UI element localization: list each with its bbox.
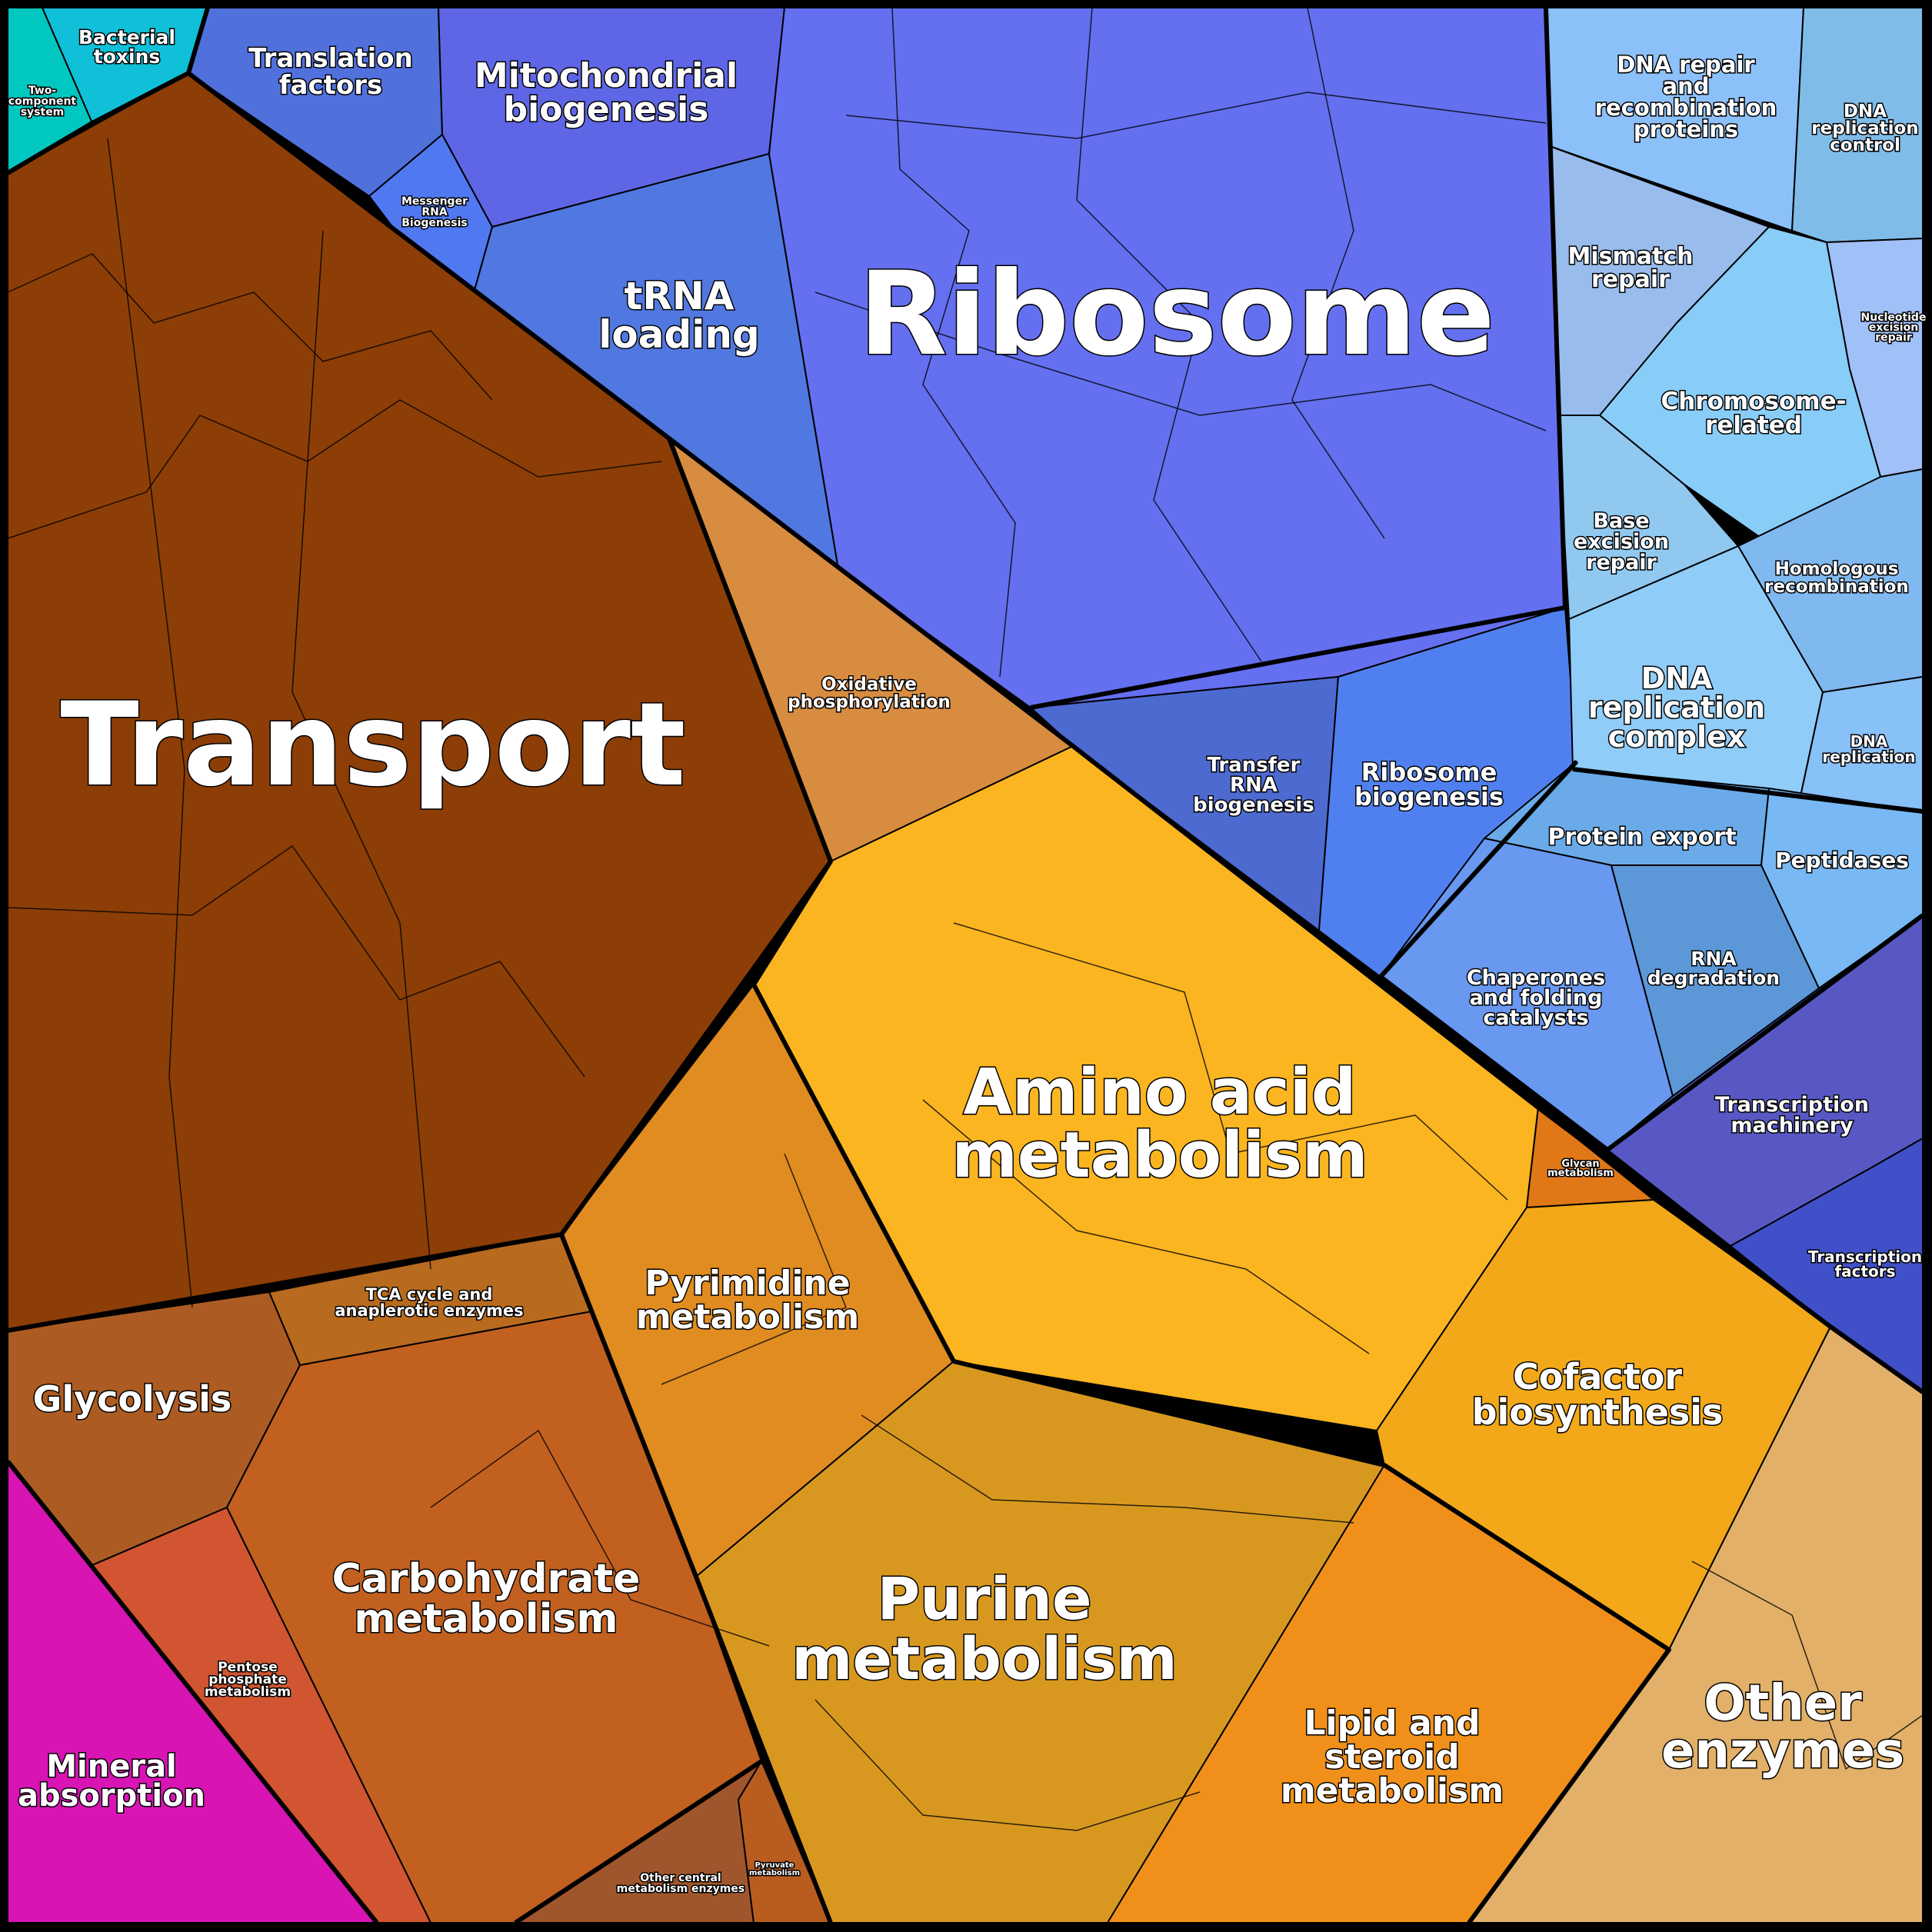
label-ribosome: Ribosome (858, 248, 1495, 381)
label-oxidative-phosphorylation: Oxidative phosphorylation (788, 675, 951, 712)
label-purine-metabolism: Purine metabolism (791, 1564, 1178, 1693)
label-homologous-recombination: Homologous recombination (1764, 559, 1909, 597)
label-transport: Transport (60, 678, 685, 812)
label-pentose-phosphate: Pentose phosphate metabolism (205, 1660, 291, 1700)
label-dna-replication-complex: DNA replication complex (1588, 661, 1765, 754)
label-cofactor-biosynthesis: Cofactor biosynthesis (1472, 1356, 1724, 1433)
label-pyrimidine-metabolism: Pyrimidine metabolism (636, 1264, 859, 1337)
label-transcription-factors: Transcription factors (1808, 1247, 1922, 1281)
label-bacterial-toxins: Bacterial toxins (78, 26, 175, 68)
label-lipid-steroid-metabolism: Lipid and steroid metabolism (1281, 1704, 1504, 1810)
label-dna-repair: DNA repair and recombination proteins (1595, 52, 1777, 142)
label-peptidases: Peptidases (1775, 848, 1909, 873)
label-transcription-machinery: Transcription machinery (1715, 1093, 1869, 1138)
label-other-enzymes: Other enzymes (1661, 1675, 1904, 1780)
label-rna-degradation: RNA degradation (1647, 948, 1780, 989)
label-translation-factors: Translation factors (248, 43, 413, 101)
label-two-component-system: Two-component system (8, 85, 77, 118)
label-messenger-rna-biogenesis: Messenger RNA Biogenesis (401, 195, 468, 229)
label-ribosome-biogenesis: Ribosome biogenesis (1354, 758, 1504, 811)
label-glycan-metabolism: Glycan metabolism (1547, 1158, 1614, 1179)
label-chaperones: Chaperones and folding catalysts (1467, 966, 1605, 1030)
label-protein-export: Protein export (1547, 824, 1736, 851)
label-dna-replication: DNA replication (1822, 732, 1915, 766)
label-transfer-rna-biogenesis: Transfer RNA biogenesis (1193, 754, 1314, 817)
label-base-excision-repair: Base excision repair (1574, 509, 1669, 575)
label-pyruvate-metabolism: Pyruvate metabolism (749, 1861, 800, 1877)
label-amino-acid-metabolism: Amino acid metabolism (951, 1056, 1367, 1192)
label-other-central-metabolism: Other central metabolism enzymes (617, 1872, 744, 1895)
label-nucleotide-excision-repair: Nucleotide excision repair (1861, 311, 1927, 344)
region-base-excision-repair[interactable] (1557, 415, 1739, 620)
label-mismatch-repair: Mismatch repair (1568, 243, 1694, 293)
cell-boundaries (7, 7, 1924, 1831)
label-chromosome-related: Chromosome-related (1661, 388, 1847, 439)
label-glycolysis: Glycolysis (33, 1378, 232, 1420)
label-tca-cycle: TCA cycle and anaplerotic enzymes (335, 1285, 523, 1320)
label-mitochondrial-biogenesis: Mitochondrial biogenesis (475, 56, 738, 129)
label-trna-loading: tRNA loading (598, 274, 760, 357)
label-carbohydrate-metabolism: Carbohydrate metabolism (332, 1556, 641, 1642)
label-dna-replication-control: DNA replication control (1811, 102, 1918, 155)
label-mineral-absorption: Mineral absorption (18, 1749, 205, 1814)
